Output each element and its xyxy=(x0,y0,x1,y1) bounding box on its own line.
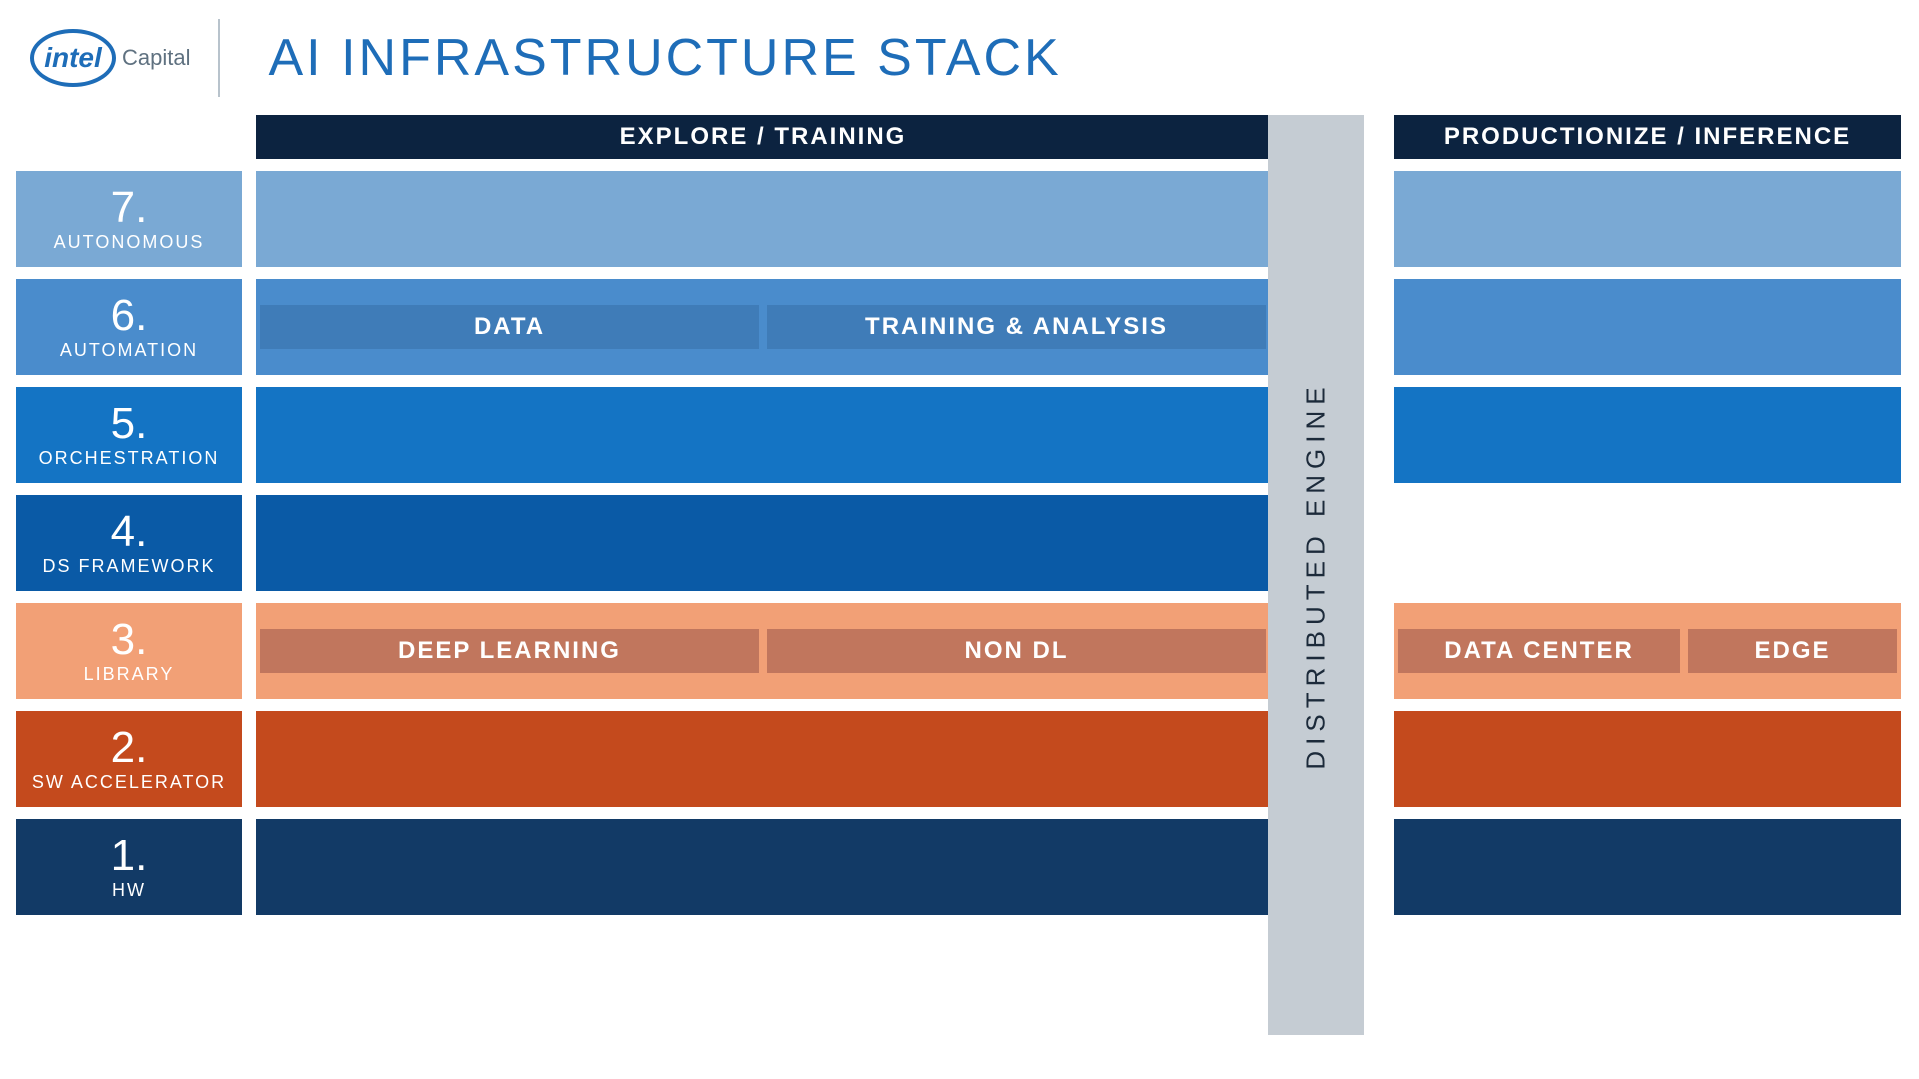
layer-label: 3.LIBRARY xyxy=(16,603,242,699)
layer-row-sw-accelerator: 2.SW ACCELERATOR xyxy=(16,711,1903,807)
layer-left-segment xyxy=(256,495,1270,591)
layer-row-orchestration: 5.ORCHESTRATION xyxy=(16,387,1903,483)
header-productionize-inference: PRODUCTIONIZE / INFERENCE xyxy=(1394,115,1901,159)
layer-body xyxy=(256,495,1903,591)
layer-right-segment xyxy=(1394,171,1901,267)
sub-block: TRAINING & ANALYSIS xyxy=(767,305,1266,349)
layer-row-hw: 1.HW xyxy=(16,819,1903,915)
layer-body xyxy=(256,387,1903,483)
layer-body xyxy=(256,819,1903,915)
logo: intel Capital xyxy=(30,19,220,97)
sub-block: DATA xyxy=(260,305,759,349)
logo-suffix: Capital xyxy=(122,45,190,71)
layer-row-ds-framework: 4.DS FRAMEWORK xyxy=(16,495,1903,591)
layer-right-segment xyxy=(1394,819,1901,915)
layer-body xyxy=(256,711,1903,807)
layer-left-segment xyxy=(256,171,1270,267)
layer-left-segment: DEEP LEARNINGNON DL xyxy=(256,603,1270,699)
layer-name: DS FRAMEWORK xyxy=(42,556,215,577)
layer-number: 7. xyxy=(111,186,148,230)
layer-left-segment: DATATRAINING & ANALYSIS xyxy=(256,279,1270,375)
layer-left-segment xyxy=(256,387,1270,483)
sub-block: DEEP LEARNING xyxy=(260,629,759,673)
stack-diagram: EXPLORE / TRAINING PRODUCTIONIZE / INFERE… xyxy=(0,115,1919,915)
layer-label: 4.DS FRAMEWORK xyxy=(16,495,242,591)
layer-number: 6. xyxy=(111,294,148,338)
layer-body: DATATRAINING & ANALYSIS xyxy=(256,279,1903,375)
layer-row-automation: 6.AUTOMATIONDATATRAINING & ANALYSIS xyxy=(16,279,1903,375)
sub-block: DATA CENTER xyxy=(1398,629,1680,673)
layer-label: 1.HW xyxy=(16,819,242,915)
page-title: AI INFRASTRUCTURE STACK xyxy=(268,28,1061,88)
page-header: intel Capital AI INFRASTRUCTURE STACK xyxy=(0,0,1919,115)
sub-block: EDGE xyxy=(1688,629,1897,673)
layer-name: AUTOMATION xyxy=(60,340,198,361)
layer-left-segment xyxy=(256,711,1270,807)
distributed-engine-bar: DISTRIBUTED ENGINE xyxy=(1268,115,1364,1035)
layer-name: SW ACCELERATOR xyxy=(32,772,226,793)
distributed-engine-label: DISTRIBUTED ENGINE xyxy=(1301,381,1332,769)
layer-label: 5.ORCHESTRATION xyxy=(16,387,242,483)
logo-oval: intel xyxy=(30,29,116,87)
layer-label: 2.SW ACCELERATOR xyxy=(16,711,242,807)
layer-number: 5. xyxy=(111,402,148,446)
layer-number: 4. xyxy=(111,510,148,554)
layer-left-segment xyxy=(256,819,1270,915)
layer-body: DEEP LEARNINGNON DL DATA CENTEREDGE xyxy=(256,603,1903,699)
layer-name: AUTONOMOUS xyxy=(54,232,205,253)
layer-name: HW xyxy=(112,880,146,901)
layer-name: ORCHESTRATION xyxy=(39,448,220,469)
layer-right-segment: DATA CENTEREDGE xyxy=(1394,603,1901,699)
column-headers: EXPLORE / TRAINING PRODUCTIONIZE / INFERE… xyxy=(16,115,1903,159)
layer-body xyxy=(256,171,1903,267)
layer-right-segment xyxy=(1394,711,1901,807)
layer-number: 1. xyxy=(111,834,148,878)
layer-number: 3. xyxy=(111,618,148,662)
sub-block: NON DL xyxy=(767,629,1266,673)
layer-right-segment xyxy=(1394,387,1901,483)
layer-label: 6.AUTOMATION xyxy=(16,279,242,375)
layer-row-autonomous: 7.AUTONOMOUS xyxy=(16,171,1903,267)
layer-name: LIBRARY xyxy=(84,664,175,685)
layer-label: 7.AUTONOMOUS xyxy=(16,171,242,267)
layer-row-library: 3.LIBRARYDEEP LEARNINGNON DLDATA CENTERE… xyxy=(16,603,1903,699)
layer-number: 2. xyxy=(111,726,148,770)
layer-right-segment xyxy=(1394,279,1901,375)
header-explore-training: EXPLORE / TRAINING xyxy=(256,115,1270,159)
